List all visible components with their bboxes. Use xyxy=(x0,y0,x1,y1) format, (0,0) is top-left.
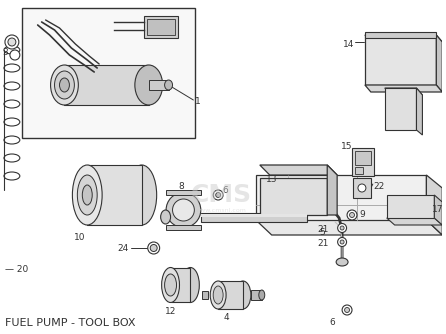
Ellipse shape xyxy=(182,268,199,303)
Polygon shape xyxy=(436,35,442,92)
Polygon shape xyxy=(434,195,442,225)
Text: — 20: — 20 xyxy=(5,266,28,275)
Text: 12: 12 xyxy=(165,307,176,316)
Ellipse shape xyxy=(166,192,201,227)
Text: 4: 4 xyxy=(223,313,229,322)
Ellipse shape xyxy=(83,185,92,205)
Ellipse shape xyxy=(72,165,102,225)
Ellipse shape xyxy=(210,281,226,309)
Ellipse shape xyxy=(173,199,194,221)
Polygon shape xyxy=(387,195,434,218)
Polygon shape xyxy=(251,290,262,300)
Text: 21: 21 xyxy=(318,225,329,234)
Polygon shape xyxy=(218,281,243,309)
Text: 6: 6 xyxy=(330,318,335,327)
Ellipse shape xyxy=(340,226,344,230)
Text: 6: 6 xyxy=(222,186,228,195)
Text: 21: 21 xyxy=(318,239,329,248)
Ellipse shape xyxy=(347,210,357,220)
Polygon shape xyxy=(165,225,201,230)
Text: CMS: CMS xyxy=(190,183,252,207)
Polygon shape xyxy=(256,175,426,220)
Ellipse shape xyxy=(340,240,344,244)
Ellipse shape xyxy=(358,184,366,192)
Ellipse shape xyxy=(150,244,157,252)
Text: FUEL PUMP - TOOL BOX: FUEL PUMP - TOOL BOX xyxy=(5,318,136,328)
Ellipse shape xyxy=(338,223,347,232)
Ellipse shape xyxy=(135,65,163,105)
Ellipse shape xyxy=(213,190,223,200)
Polygon shape xyxy=(365,35,436,85)
Ellipse shape xyxy=(235,281,251,309)
Polygon shape xyxy=(387,218,442,225)
Ellipse shape xyxy=(127,165,157,225)
Text: 14: 14 xyxy=(343,40,354,49)
Ellipse shape xyxy=(345,308,350,313)
Polygon shape xyxy=(65,65,149,105)
Ellipse shape xyxy=(54,71,74,99)
Polygon shape xyxy=(417,88,422,135)
Ellipse shape xyxy=(213,286,223,304)
Bar xyxy=(352,148,374,176)
Ellipse shape xyxy=(50,65,78,105)
Text: 22: 22 xyxy=(374,182,385,191)
Text: 10: 10 xyxy=(74,233,85,242)
Bar xyxy=(355,167,363,174)
Text: 9: 9 xyxy=(359,210,365,219)
Bar xyxy=(144,16,178,38)
Ellipse shape xyxy=(8,38,16,46)
Ellipse shape xyxy=(165,80,173,90)
Ellipse shape xyxy=(336,258,348,266)
Polygon shape xyxy=(365,85,442,92)
Ellipse shape xyxy=(216,192,221,197)
Text: www.cmsnl.com: www.cmsnl.com xyxy=(196,207,247,212)
Text: 17: 17 xyxy=(432,205,444,214)
Polygon shape xyxy=(256,220,442,235)
Text: 3: 3 xyxy=(2,48,8,57)
Text: 24: 24 xyxy=(118,244,129,253)
Ellipse shape xyxy=(59,78,70,92)
Polygon shape xyxy=(170,268,190,302)
Ellipse shape xyxy=(342,305,352,315)
Ellipse shape xyxy=(77,175,97,215)
Bar xyxy=(147,19,174,35)
Polygon shape xyxy=(260,178,327,215)
Polygon shape xyxy=(365,35,442,42)
Ellipse shape xyxy=(161,268,179,303)
Ellipse shape xyxy=(10,50,20,60)
Ellipse shape xyxy=(350,212,355,217)
Bar xyxy=(353,178,371,198)
Ellipse shape xyxy=(161,210,170,224)
Polygon shape xyxy=(365,32,436,38)
Polygon shape xyxy=(201,214,307,217)
Bar xyxy=(22,8,195,138)
Polygon shape xyxy=(327,165,337,215)
Ellipse shape xyxy=(5,35,19,49)
Text: 5: 5 xyxy=(319,228,325,237)
Ellipse shape xyxy=(338,237,347,246)
Ellipse shape xyxy=(165,274,177,296)
Polygon shape xyxy=(87,165,142,225)
Ellipse shape xyxy=(148,242,160,254)
Text: 1: 1 xyxy=(195,97,201,106)
Polygon shape xyxy=(202,291,208,299)
Text: 13: 13 xyxy=(266,175,277,184)
Bar xyxy=(355,151,371,165)
Polygon shape xyxy=(260,165,337,175)
Ellipse shape xyxy=(259,290,265,300)
Polygon shape xyxy=(426,175,442,235)
Polygon shape xyxy=(165,190,201,195)
Polygon shape xyxy=(201,213,307,222)
Polygon shape xyxy=(149,80,169,90)
Text: 15: 15 xyxy=(341,142,353,151)
Text: 8: 8 xyxy=(178,182,184,191)
Polygon shape xyxy=(385,88,422,95)
Polygon shape xyxy=(385,88,417,130)
